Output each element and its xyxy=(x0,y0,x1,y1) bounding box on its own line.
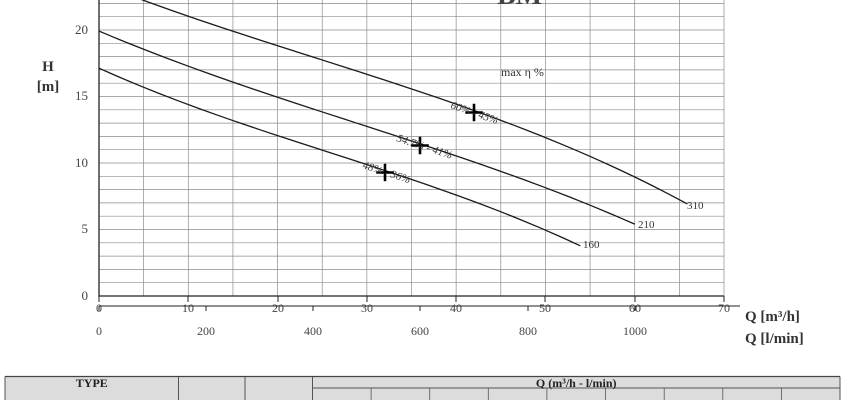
svg-text:600: 600 xyxy=(411,324,429,338)
svg-text:max η %: max η % xyxy=(501,65,544,79)
svg-text:10: 10 xyxy=(182,301,194,315)
svg-text:160: 160 xyxy=(583,239,600,251)
svg-text:Q (m³/h - l/min): Q (m³/h - l/min) xyxy=(536,376,617,390)
svg-text:210: 210 xyxy=(638,219,655,231)
svg-text:5: 5 xyxy=(82,221,89,236)
svg-text:H: H xyxy=(42,59,54,75)
svg-text:Q [m³/h]: Q [m³/h] xyxy=(745,309,800,325)
svg-text:48% - 36%: 48% - 36% xyxy=(361,159,412,186)
svg-text:BM: BM xyxy=(497,0,542,11)
svg-text:[m]: [m] xyxy=(37,79,60,95)
svg-text:0: 0 xyxy=(96,324,102,338)
svg-text:10: 10 xyxy=(75,155,88,170)
svg-text:Q [l/min]: Q [l/min] xyxy=(745,331,804,347)
svg-text:0: 0 xyxy=(82,288,89,303)
svg-text:800: 800 xyxy=(519,324,537,338)
svg-text:20: 20 xyxy=(272,301,284,315)
svg-text:70: 70 xyxy=(718,301,730,315)
svg-text:TYPE: TYPE xyxy=(76,376,108,390)
svg-text:30: 30 xyxy=(361,301,373,315)
svg-text:400: 400 xyxy=(304,324,322,338)
svg-text:1000: 1000 xyxy=(623,324,647,338)
svg-text:15: 15 xyxy=(75,88,88,103)
svg-text:54.7% - 41%: 54.7% - 41% xyxy=(395,132,454,161)
svg-text:200: 200 xyxy=(197,324,215,338)
svg-text:310: 310 xyxy=(687,200,704,212)
svg-text:40: 40 xyxy=(450,301,462,315)
svg-text:50: 50 xyxy=(539,301,551,315)
svg-text:20: 20 xyxy=(75,22,88,37)
